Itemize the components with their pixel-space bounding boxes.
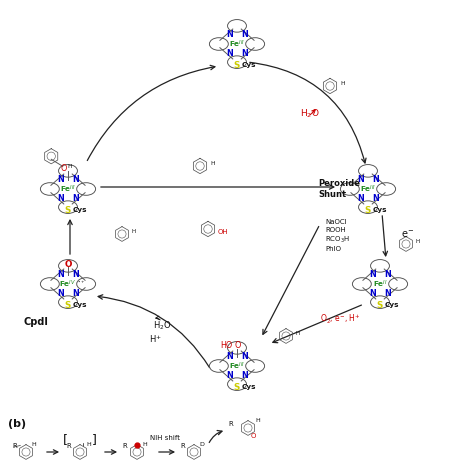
Text: O: O: [235, 341, 241, 350]
Text: OH: OH: [218, 229, 228, 235]
Text: Cys: Cys: [73, 302, 87, 309]
Text: N: N: [57, 270, 64, 279]
Text: Fe$^{III}$: Fe$^{III}$: [60, 183, 76, 195]
Text: N: N: [72, 175, 79, 184]
Text: H: H: [210, 161, 214, 166]
Text: Fe$^{III}$: Fe$^{III}$: [229, 360, 245, 372]
Text: HO: HO: [220, 341, 233, 350]
Text: H$_2$O: H$_2$O: [300, 108, 320, 120]
Text: N: N: [241, 49, 248, 58]
Text: H: H: [255, 418, 260, 422]
Text: NaOCl
ROOH
RCO$_3$H
PhIO: NaOCl ROOH RCO$_3$H PhIO: [325, 219, 350, 252]
Text: S: S: [234, 383, 240, 392]
Text: Cys: Cys: [373, 208, 387, 213]
Text: Fe$^{IV}$: Fe$^{IV}$: [59, 278, 77, 290]
Text: R: R: [12, 443, 17, 449]
Text: $^{•+}$: $^{•+}$: [77, 281, 86, 285]
Text: H$^{+}$: H$^{+}$: [149, 333, 161, 345]
Text: S: S: [365, 206, 371, 215]
Text: N: N: [57, 194, 64, 203]
Text: N: N: [357, 194, 364, 203]
Text: N: N: [241, 352, 248, 361]
Text: H: H: [87, 441, 91, 447]
Text: Cys: Cys: [242, 384, 256, 391]
Text: [: [: [63, 434, 68, 447]
Text: N: N: [226, 352, 233, 361]
Text: O: O: [61, 164, 67, 173]
Text: N: N: [384, 270, 391, 279]
Text: O: O: [250, 433, 255, 439]
Text: R: R: [180, 443, 185, 449]
Text: N: N: [369, 289, 376, 298]
Text: N: N: [384, 289, 391, 298]
Text: O: O: [64, 260, 72, 269]
Text: CpdI: CpdI: [24, 317, 48, 327]
Text: H: H: [143, 441, 147, 447]
Text: S: S: [377, 301, 383, 310]
Text: N: N: [369, 270, 376, 279]
Text: S: S: [234, 61, 240, 70]
Text: N: N: [372, 175, 379, 184]
Text: R: R: [122, 443, 127, 449]
Text: Cys: Cys: [385, 302, 399, 309]
Text: O$_2$, e$^{-}$, H$^{+}$: O$_2$, e$^{-}$, H$^{+}$: [319, 312, 360, 326]
Text: N: N: [357, 175, 364, 184]
Text: N: N: [241, 30, 248, 39]
Text: NIH shift: NIH shift: [150, 435, 180, 441]
Text: Cys: Cys: [242, 63, 256, 68]
Text: H: H: [416, 239, 419, 244]
Text: N: N: [57, 175, 64, 184]
Text: S: S: [65, 206, 71, 215]
Text: N: N: [226, 49, 233, 58]
Text: R: R: [228, 421, 233, 427]
Text: e$^{-}$: e$^{-}$: [401, 228, 415, 239]
Text: N: N: [226, 30, 233, 39]
Text: H: H: [67, 164, 72, 169]
Text: H: H: [32, 441, 36, 447]
Text: N: N: [241, 371, 248, 380]
Text: Cys: Cys: [73, 208, 87, 213]
Text: ]: ]: [92, 434, 97, 447]
Text: Fe$^{II}$: Fe$^{II}$: [373, 278, 387, 290]
Text: N: N: [226, 371, 233, 380]
Text: (b): (b): [8, 419, 26, 429]
Text: N: N: [72, 194, 79, 203]
Text: S: S: [65, 301, 71, 310]
Text: Peroxide
Shunt: Peroxide Shunt: [318, 179, 360, 199]
Text: H: H: [296, 331, 300, 336]
Text: R: R: [66, 443, 71, 449]
Text: D: D: [200, 441, 204, 447]
Text: N: N: [372, 194, 379, 203]
Text: Fe$^{III}$: Fe$^{III}$: [229, 38, 245, 50]
Text: H: H: [340, 81, 345, 86]
Text: N: N: [72, 270, 79, 279]
Text: H: H: [132, 229, 136, 234]
Text: N: N: [57, 289, 64, 298]
Text: H$_2$O: H$_2$O: [153, 320, 171, 332]
Text: Fe$^{III}$: Fe$^{III}$: [360, 183, 376, 195]
Text: N: N: [72, 289, 79, 298]
